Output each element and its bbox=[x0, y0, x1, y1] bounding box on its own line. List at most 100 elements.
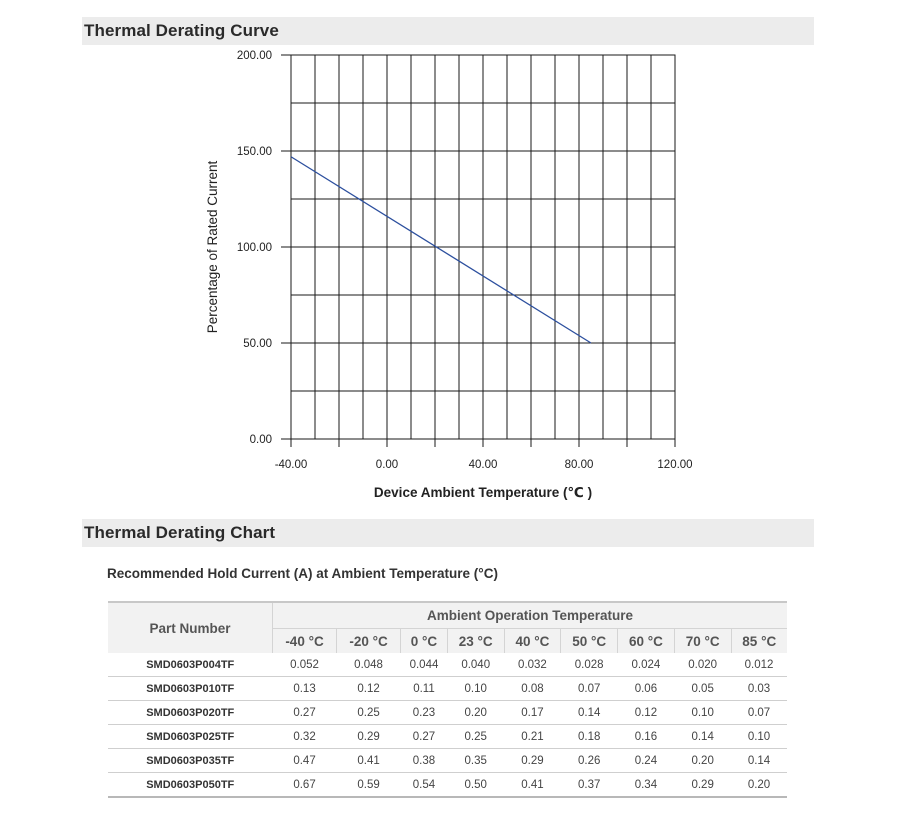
chart-tick-labels: 0.00 50.00 100.00 150.00 200.00 -40.00 0.00 40.… bbox=[237, 50, 693, 471]
curve-section-header: Thermal Derating Curve bbox=[82, 17, 814, 45]
y-tick-label: 0.00 bbox=[250, 434, 272, 446]
table-row: SMD0603P035TF 0.47 0.41 0.38 0.35 0.29 0.26 0.2… bbox=[108, 748, 787, 773]
chart-axes bbox=[281, 54, 676, 447]
hold-current-cell: 0.24 bbox=[617, 748, 675, 773]
temperature-column-header: 50 °C bbox=[560, 628, 618, 653]
hold-current-cell: 0.10 bbox=[731, 724, 787, 749]
temperature-column-header: 70 °C bbox=[673, 628, 732, 653]
hold-current-cell: 0.13 bbox=[272, 676, 337, 701]
y-tick-label: 200.00 bbox=[237, 50, 272, 62]
y-tick-label: 100.00 bbox=[237, 242, 272, 254]
hold-current-cell: 0.044 bbox=[400, 653, 448, 677]
y-tick-label: 50.00 bbox=[243, 338, 272, 350]
temperature-column-header: -20 °C bbox=[336, 628, 401, 653]
temperature-column-header: 23 °C bbox=[446, 628, 505, 653]
part-number-cell: SMD0603P035TF bbox=[108, 748, 273, 773]
y-axis-label: Percentage of Rated Current bbox=[205, 160, 220, 333]
hold-current-cell: 0.03 bbox=[731, 676, 787, 701]
x-tick-label: 80.00 bbox=[565, 459, 594, 471]
hold-current-cell: 0.27 bbox=[400, 724, 448, 749]
hold-current-cell: 0.26 bbox=[560, 748, 618, 773]
hold-current-cell: 0.59 bbox=[336, 772, 401, 798]
x-tick-label: 40.00 bbox=[469, 459, 498, 471]
hold-current-cell: 0.10 bbox=[447, 676, 505, 701]
derating-chart: 0.00 50.00 100.00 150.00 200.00 -40.00 0.00 40.… bbox=[205, 50, 693, 500]
hold-current-cell: 0.11 bbox=[400, 676, 448, 701]
hold-current-cell: 0.05 bbox=[674, 676, 732, 701]
temperature-columns-row: -40 °C -20 °C 0 °C 23 °C 40 °C 50 °C 60 °C 70 °… bbox=[108, 628, 787, 653]
x-tick-label: -40.00 bbox=[275, 459, 308, 471]
hold-current-cell: 0.54 bbox=[400, 772, 448, 798]
y-tick-label: 150.00 bbox=[237, 146, 272, 158]
derating-line bbox=[290, 156, 592, 344]
temperature-column-header: 40 °C bbox=[503, 628, 561, 653]
chart-series bbox=[290, 156, 592, 344]
hold-current-cell: 0.08 bbox=[504, 676, 561, 701]
hold-current-cell: 0.29 bbox=[336, 724, 401, 749]
hold-current-cell: 0.20 bbox=[447, 700, 505, 725]
table-row: SMD0603P010TF 0.13 0.12 0.11 0.10 0.08 0.07 0.0… bbox=[108, 676, 787, 701]
hold-current-cell: 0.21 bbox=[504, 724, 561, 749]
part-number-cell: SMD0603P050TF bbox=[108, 772, 273, 798]
part-number-cell: SMD0603P010TF bbox=[108, 676, 273, 701]
hold-current-cell: 0.17 bbox=[504, 700, 561, 725]
hold-current-cell: 0.14 bbox=[731, 748, 787, 773]
hold-current-cell: 0.50 bbox=[447, 772, 505, 798]
curve-section-title: Thermal Derating Curve bbox=[84, 21, 279, 40]
hold-current-cell: 0.32 bbox=[272, 724, 337, 749]
hold-current-table: Part Number Ambient Operation Temperatur… bbox=[108, 601, 787, 798]
hold-current-cell: 0.028 bbox=[560, 653, 618, 677]
hold-current-cell: 0.20 bbox=[674, 748, 732, 773]
table-row: SMD0603P025TF 0.32 0.29 0.27 0.25 0.21 0.18 0.1… bbox=[108, 724, 787, 749]
table-header-row: Part Number Ambient Operation Temperatur… bbox=[108, 602, 787, 653]
hold-current-cell: 0.06 bbox=[617, 676, 675, 701]
part-number-cell: SMD0603P020TF bbox=[108, 700, 273, 725]
hold-current-cell: 0.12 bbox=[617, 700, 675, 725]
table-row: SMD0603P050TF 0.67 0.59 0.54 0.50 0.41 0.37 0.3… bbox=[108, 772, 787, 798]
temperature-column-header: 60 °C bbox=[617, 628, 675, 653]
table-row: SMD0603P004TF 0.052 0.048 0.044 0.040 0.032 0.… bbox=[108, 653, 787, 677]
hold-current-cell: 0.27 bbox=[272, 700, 337, 725]
temperature-column-header: 0 °C bbox=[400, 628, 448, 653]
hold-current-cell: 0.41 bbox=[336, 748, 401, 773]
chart-grid bbox=[291, 55, 675, 439]
hold-current-cell: 0.020 bbox=[674, 653, 732, 677]
table-row: SMD0603P020TF 0.27 0.25 0.23 0.20 0.17 0.14 0.1… bbox=[108, 700, 787, 725]
hold-current-cell: 0.040 bbox=[447, 653, 505, 677]
chart-section-title: Thermal Derating Chart bbox=[84, 523, 276, 542]
chart-section-header: Thermal Derating Chart bbox=[82, 519, 814, 547]
hold-current-cell: 0.47 bbox=[272, 748, 337, 773]
hold-current-cell: 0.25 bbox=[336, 700, 401, 725]
hold-current-cell: 0.23 bbox=[400, 700, 448, 725]
part-number-cell: SMD0603P025TF bbox=[108, 724, 273, 749]
hold-current-cell: 0.07 bbox=[560, 676, 618, 701]
hold-current-cell: 0.024 bbox=[617, 653, 675, 677]
hold-current-cell: 0.012 bbox=[731, 653, 787, 677]
hold-current-cell: 0.29 bbox=[674, 772, 732, 798]
hold-current-cell: 0.25 bbox=[447, 724, 505, 749]
hold-current-cell: 0.07 bbox=[731, 700, 787, 725]
hold-current-cell: 0.20 bbox=[731, 772, 787, 798]
hold-current-cell: 0.37 bbox=[560, 772, 618, 798]
hold-current-cell: 0.18 bbox=[560, 724, 618, 749]
hold-current-cell: 0.14 bbox=[560, 700, 618, 725]
hold-current-cell: 0.032 bbox=[504, 653, 561, 677]
part-number-cell: SMD0603P004TF bbox=[108, 653, 273, 677]
part-number-header: Part Number bbox=[108, 602, 273, 653]
hold-current-cell: 0.048 bbox=[336, 653, 401, 677]
x-tick-label: 0.00 bbox=[376, 459, 398, 471]
hold-current-cell: 0.41 bbox=[504, 772, 561, 798]
temperature-column-header: -40 °C bbox=[272, 628, 337, 653]
hold-current-cell: 0.35 bbox=[447, 748, 505, 773]
ambient-temperature-header: Ambient Operation Temperature bbox=[272, 602, 787, 629]
hold-current-cell: 0.29 bbox=[504, 748, 561, 773]
hold-current-cell: 0.14 bbox=[674, 724, 732, 749]
hold-current-cell: 0.38 bbox=[400, 748, 448, 773]
table-caption: Recommended Hold Current (A) at Ambient … bbox=[107, 566, 498, 581]
hold-current-cell: 0.052 bbox=[272, 653, 337, 677]
x-tick-label: 120.00 bbox=[657, 459, 692, 471]
hold-current-cell: 0.16 bbox=[617, 724, 675, 749]
temperature-column-header: 85 °C bbox=[730, 628, 787, 653]
hold-current-cell: 0.67 bbox=[272, 772, 337, 798]
hold-current-cell: 0.10 bbox=[674, 700, 732, 725]
